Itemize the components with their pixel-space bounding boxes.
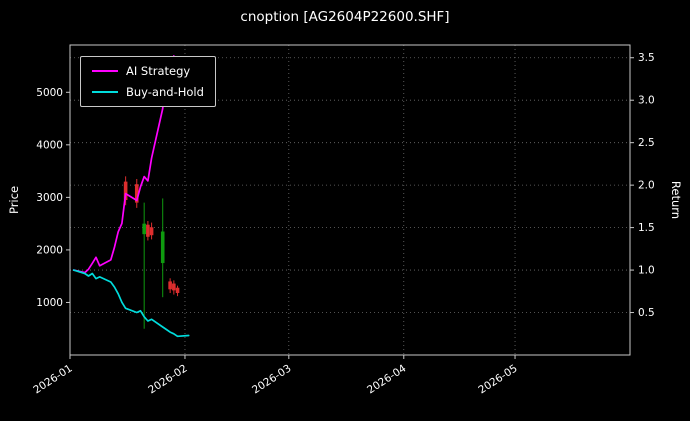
x-tick-label: 2026-05 [476,362,519,396]
legend: AI Strategy Buy-and-Hold [80,56,216,107]
left-tick-label: 4000 [36,139,63,151]
right-tick-label: 3.5 [638,52,655,64]
candle-body [160,231,165,264]
chart-title: cnoption [AG2604P22600.SHF] [240,9,450,25]
plot-border [69,44,631,356]
right-tick-label: 0.5 [638,307,655,319]
candle-body [134,184,139,203]
candle-body [146,224,150,237]
buy-and-hold-line-swatch [92,91,118,93]
right-tick-label: 2.5 [638,137,655,149]
right-tick-label: 1.5 [638,222,655,234]
right-tick-label: 3.0 [638,95,655,107]
legend-item-ai-strategy: AI Strategy [92,64,204,78]
left-tick-label: 5000 [36,87,63,99]
candle-body [172,283,176,291]
left-tick-label: 1000 [36,297,63,309]
candle-body [149,227,154,236]
candle-body [175,287,180,293]
legend-label-buy-and-hold: Buy-and-Hold [126,85,204,99]
x-tick-label: 2026-04 [365,362,409,396]
ai-strategy-line-swatch [92,70,118,72]
x-tick-label: 2026-02 [146,362,189,396]
legend-label-ai-strategy: AI Strategy [126,64,191,78]
left-tick-label: 3000 [36,192,63,204]
candle-body [168,281,172,290]
right-tick-label: 2.0 [638,180,655,192]
candle-body [142,223,146,235]
legend-item-buy-and-hold: Buy-and-Hold [92,85,204,99]
left-tick-label: 2000 [36,244,63,256]
candle-body [123,181,128,200]
right-tick-label: 1.0 [638,265,655,277]
series-line-buy-and-hold [72,269,190,338]
x-tick-label: 2026-01 [31,362,74,396]
x-tick-label: 2026-03 [250,362,293,396]
